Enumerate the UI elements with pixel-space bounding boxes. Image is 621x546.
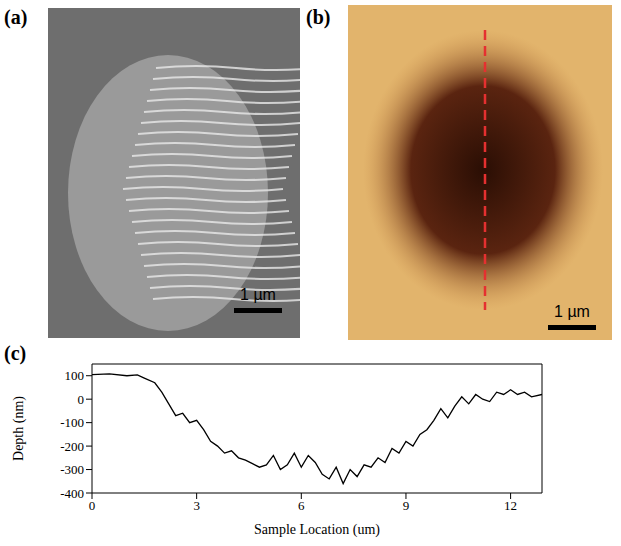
html-text:(a): (a) xyxy=(4,6,28,28)
svg-text:0: 0 xyxy=(78,392,85,407)
svg-text:12: 12 xyxy=(504,498,517,513)
svg-text:-200: -200 xyxy=(60,439,84,454)
svg-text:6: 6 xyxy=(298,498,305,513)
html-text:(b): (b) xyxy=(306,6,331,28)
svg-text:100: 100 xyxy=(65,368,85,383)
svg-text:9: 9 xyxy=(403,498,410,513)
svg-text:-300: -300 xyxy=(60,462,84,477)
html-text:(c): (c) xyxy=(4,342,27,364)
svg-text:1 µm: 1 µm xyxy=(240,286,276,303)
svg-text:-400: -400 xyxy=(60,486,84,501)
svg-text:3: 3 xyxy=(193,498,200,513)
svg-text:0: 0 xyxy=(89,498,96,513)
svg-text:1 µm: 1 µm xyxy=(554,303,590,320)
svg-text:-100: -100 xyxy=(60,415,84,430)
svg-text:Sample Location (um): Sample Location (um) xyxy=(254,522,380,538)
svg-text:Depth (nm): Depth (nm) xyxy=(11,396,27,461)
